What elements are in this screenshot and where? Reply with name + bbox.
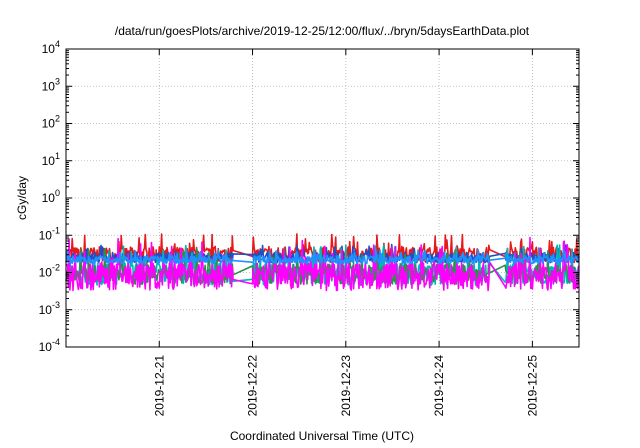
y-tick-label: 10-2 <box>39 263 60 280</box>
y-tick-exponent: 3 <box>55 76 60 86</box>
chart-title: /data/run/goesPlots/archive/2019-12-25/1… <box>115 24 530 38</box>
y-tick-exponent: -3 <box>52 300 60 310</box>
x-tick-label: 2019-12-23 <box>339 355 353 417</box>
y-tick-exponent: 1 <box>55 151 60 161</box>
y-tick-exponent: -4 <box>52 337 60 347</box>
x-axis: 2019-12-21 2019-12-22 2019-12-23 2019-12-24… <box>152 49 539 416</box>
y-tick-label: 10-1 <box>39 225 60 242</box>
y-tick-exponent: 0 <box>55 188 60 198</box>
x-tick-label: 2019-12-21 <box>152 355 166 417</box>
data-series-line <box>65 248 580 265</box>
y-tick-label: 104 <box>42 39 60 56</box>
y-tick-label: 101 <box>42 151 60 168</box>
y-tick-exponent: 4 <box>55 39 60 49</box>
y-tick-label: 10-3 <box>39 300 60 317</box>
grid <box>66 49 579 347</box>
y-tick-label: 102 <box>42 114 60 131</box>
x-tick-label: 2019-12-22 <box>246 355 260 417</box>
y-axis-label: cGy/day <box>15 176 29 220</box>
y-tick-label: 100 <box>42 188 60 205</box>
y-tick-exponent: -2 <box>52 263 60 273</box>
y-tick-exponent: -1 <box>52 225 60 235</box>
x-axis-label: Coordinated Universal Time (UTC) <box>230 429 414 443</box>
plot-frame <box>65 48 580 348</box>
series-group <box>65 233 580 292</box>
y-tick-exponent: 2 <box>55 114 60 124</box>
y-tick-label: 103 <box>42 76 60 93</box>
y-tick-label: 10-4 <box>39 337 60 354</box>
x-tick-label: 2019-12-24 <box>432 355 446 417</box>
x-tick-label: 2019-12-25 <box>525 355 539 417</box>
